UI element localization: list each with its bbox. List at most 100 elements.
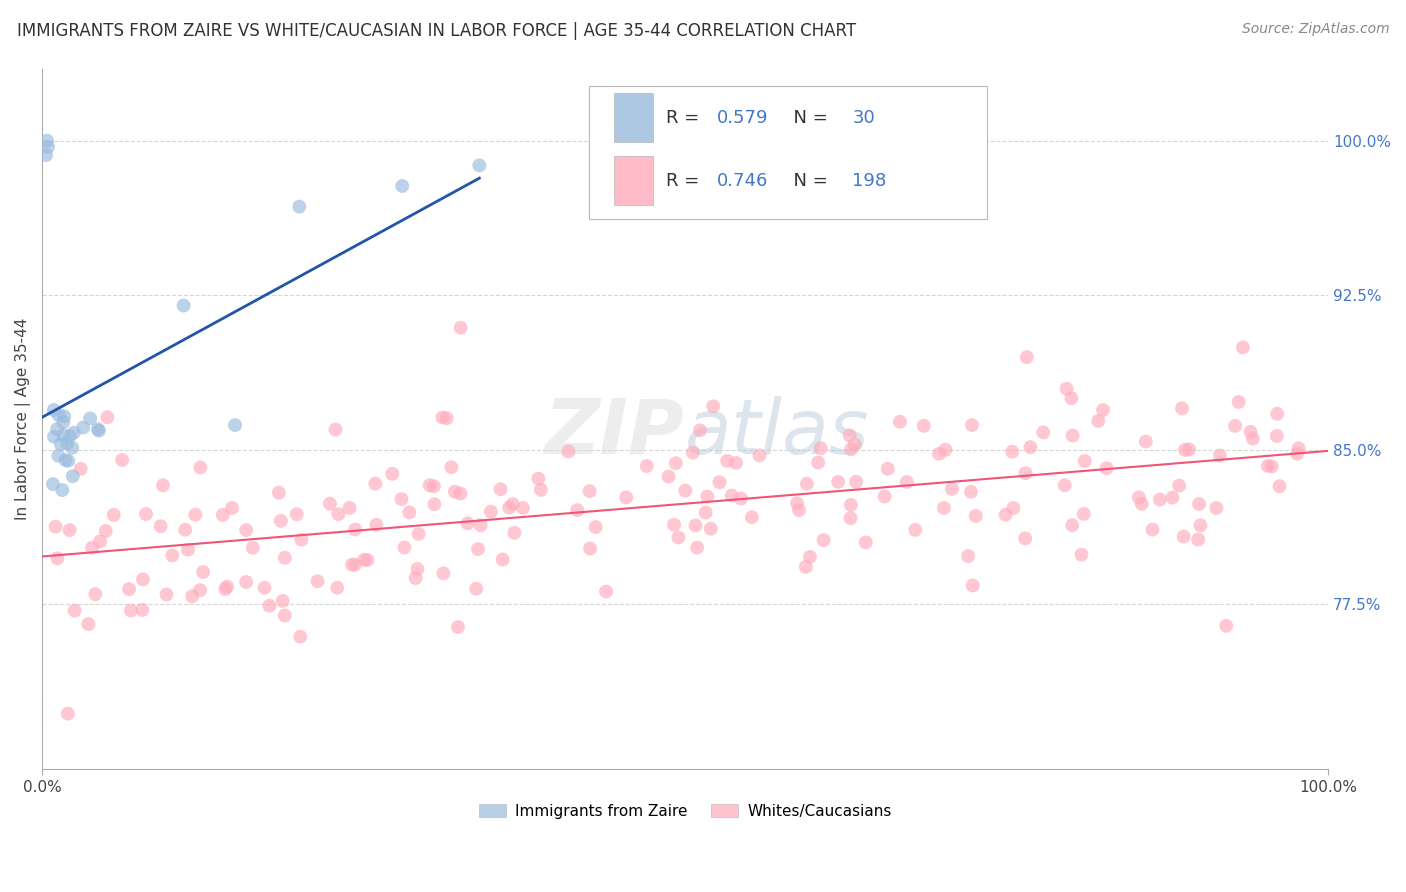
Point xyxy=(120,603,142,617)
Point xyxy=(436,411,458,425)
Point xyxy=(1019,440,1042,454)
Point xyxy=(530,483,553,497)
Point xyxy=(96,410,118,425)
Point xyxy=(578,484,600,499)
Point xyxy=(567,503,589,517)
Point xyxy=(685,518,707,533)
Point xyxy=(896,475,918,489)
Point xyxy=(214,582,236,596)
Point xyxy=(1223,418,1246,433)
Point xyxy=(343,558,366,572)
Point xyxy=(173,299,195,313)
Point xyxy=(787,503,810,517)
Point xyxy=(962,578,984,592)
Point xyxy=(37,140,59,154)
Point xyxy=(1092,403,1115,417)
Point xyxy=(253,581,276,595)
Point xyxy=(579,541,602,556)
Point xyxy=(391,491,413,506)
Point xyxy=(695,506,717,520)
Point xyxy=(366,517,388,532)
Point xyxy=(48,408,70,422)
Point xyxy=(1142,523,1164,537)
Point xyxy=(1087,414,1109,428)
Point xyxy=(595,584,617,599)
Point xyxy=(1128,491,1150,505)
Text: 0.579: 0.579 xyxy=(717,109,769,127)
Point xyxy=(724,456,747,470)
Point xyxy=(224,418,246,433)
Point xyxy=(132,572,155,586)
Text: N =: N = xyxy=(782,171,834,190)
Point xyxy=(696,490,718,504)
Point xyxy=(730,491,752,506)
Point xyxy=(1014,532,1036,546)
Point xyxy=(49,437,72,451)
Point xyxy=(489,482,512,496)
Point xyxy=(932,501,955,516)
Point xyxy=(1001,444,1024,458)
Point xyxy=(394,541,416,555)
Point xyxy=(1265,429,1288,443)
Point xyxy=(662,517,685,532)
Point xyxy=(512,500,534,515)
Point xyxy=(716,454,738,468)
Point xyxy=(457,516,479,531)
Point xyxy=(42,477,65,491)
Point xyxy=(215,580,238,594)
Point xyxy=(585,520,607,534)
Point xyxy=(1178,442,1201,457)
Point xyxy=(957,549,980,564)
Point xyxy=(807,456,830,470)
Point xyxy=(111,453,134,467)
Point xyxy=(63,603,86,617)
Point xyxy=(845,475,868,489)
Point xyxy=(491,552,513,566)
Text: atlas: atlas xyxy=(685,396,870,470)
Point xyxy=(1288,441,1310,455)
Point xyxy=(356,553,378,567)
Point xyxy=(87,422,110,436)
Point xyxy=(1062,428,1084,442)
Point xyxy=(184,508,207,522)
Point xyxy=(1265,407,1288,421)
Point xyxy=(468,158,491,172)
Point xyxy=(557,444,579,458)
Point xyxy=(934,442,956,457)
Point xyxy=(60,441,83,455)
Point xyxy=(1171,401,1194,416)
Point xyxy=(1174,442,1197,457)
Point xyxy=(839,442,862,457)
Point xyxy=(1032,425,1054,440)
Point xyxy=(665,456,688,470)
Point xyxy=(786,496,808,510)
Point xyxy=(242,541,264,555)
Point xyxy=(35,134,58,148)
Point xyxy=(62,425,84,440)
Point xyxy=(46,551,69,566)
Text: Source: ZipAtlas.com: Source: ZipAtlas.com xyxy=(1241,22,1389,37)
Point xyxy=(682,445,704,459)
Point xyxy=(748,448,770,462)
Point xyxy=(450,320,472,334)
Point xyxy=(839,511,862,525)
Point xyxy=(1189,518,1212,533)
Point xyxy=(190,460,212,475)
Point xyxy=(527,472,550,486)
Point xyxy=(796,476,818,491)
Point xyxy=(470,518,492,533)
Point xyxy=(274,608,297,623)
Point xyxy=(1188,497,1211,511)
Point xyxy=(965,508,987,523)
Point xyxy=(1130,497,1153,511)
Point xyxy=(702,399,724,413)
Point xyxy=(668,531,690,545)
Point xyxy=(89,534,111,549)
Point xyxy=(1209,449,1232,463)
Point xyxy=(55,453,77,467)
Point xyxy=(406,562,429,576)
Point xyxy=(1056,382,1078,396)
Point xyxy=(889,415,911,429)
Point xyxy=(1286,447,1309,461)
Point xyxy=(94,524,117,538)
